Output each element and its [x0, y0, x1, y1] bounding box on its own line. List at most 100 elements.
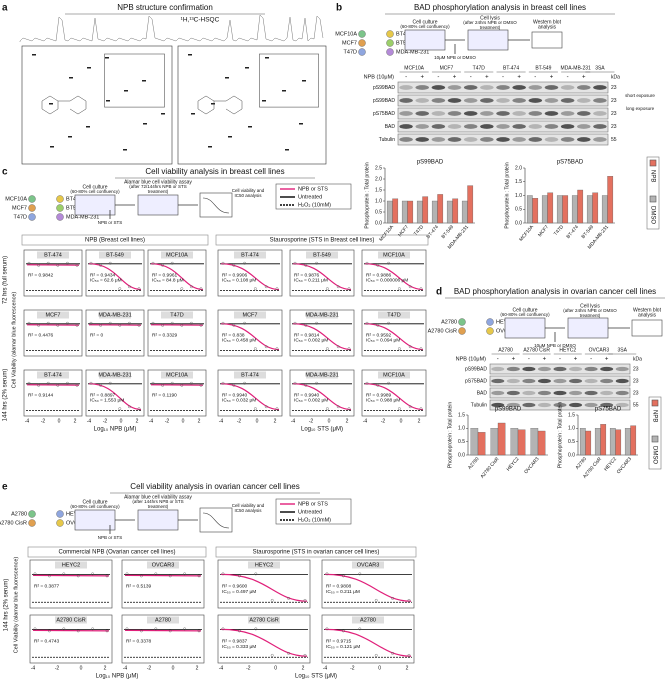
section-box	[21, 234, 209, 246]
bar	[446, 200, 453, 224]
replicate-point	[48, 629, 51, 633]
replicate-point	[336, 345, 340, 349]
label: IC50 analysis	[234, 508, 262, 513]
sign: -	[534, 75, 536, 81]
graph-icon	[199, 192, 233, 218]
replicate-point	[37, 383, 40, 387]
replicate-point	[407, 598, 411, 602]
blot-label: Tubulin	[471, 402, 487, 408]
bar	[467, 185, 474, 224]
replicate-point	[341, 574, 345, 578]
label: (60-80% cell confluency)	[400, 24, 450, 29]
band	[431, 137, 446, 142]
section-box	[215, 546, 417, 558]
band	[480, 111, 494, 116]
band	[431, 111, 446, 116]
replicate-point	[46, 321, 50, 325]
legend-swatch	[651, 435, 659, 443]
replicate-point	[387, 261, 390, 265]
cross-peak	[106, 100, 110, 102]
replicate-point	[168, 574, 172, 578]
band	[480, 124, 494, 129]
label: treatment)	[148, 504, 169, 509]
cross-peak	[191, 113, 195, 115]
bar	[615, 429, 622, 456]
x-tick-label: -2	[381, 418, 386, 424]
x-tick-label: A2780	[467, 456, 481, 471]
cell-line: MCF10A	[5, 196, 27, 202]
bar	[517, 429, 526, 456]
x-tick-label: HEYC2	[603, 456, 618, 472]
blot	[397, 94, 609, 107]
band	[569, 378, 583, 384]
label: treatment)	[148, 189, 169, 194]
band	[576, 98, 591, 103]
replicate-point	[325, 347, 329, 351]
replicate-point	[275, 407, 279, 411]
r-squared: R² = 0.9814	[294, 333, 320, 339]
plot-title: MCF10A	[166, 252, 188, 258]
replicate-point	[161, 263, 165, 267]
ic50: IC₅₀ = 1.553 μM	[90, 398, 124, 404]
band	[522, 378, 536, 384]
r-squared: R² = 0.9876	[294, 273, 320, 279]
ic50: IC₅₀ = 0.333 μM	[222, 644, 256, 650]
graph-curve	[202, 512, 230, 529]
replicate-point	[304, 323, 308, 327]
blot	[397, 120, 609, 133]
lane-label: MDA-MB-231	[561, 65, 592, 71]
band	[553, 402, 567, 408]
replicate-point	[408, 405, 412, 409]
bar	[609, 428, 616, 456]
cell-line: A2780	[441, 319, 457, 325]
label: Western blot	[633, 307, 662, 313]
replicate-point	[168, 629, 172, 633]
plot-title: A2780 CisR	[56, 617, 85, 623]
replicate-point	[325, 287, 329, 291]
replicate-point	[293, 261, 297, 265]
replicate-point	[91, 627, 95, 631]
replicate-point	[105, 574, 109, 578]
band	[522, 402, 536, 408]
band	[615, 378, 629, 384]
blot-label: pS99BAD	[465, 366, 487, 372]
bar	[452, 198, 459, 224]
x-tick-label: 0	[378, 665, 381, 671]
r-squared: R² = 0.4743	[34, 639, 60, 645]
plot-title: T47D	[387, 312, 400, 318]
band	[480, 85, 494, 90]
replicate-point	[243, 261, 247, 265]
replicate-point	[315, 321, 318, 325]
replicate-point	[408, 285, 412, 289]
x-axis-label: Log₁₀ STS (μM)	[295, 674, 337, 680]
band	[576, 137, 591, 142]
y-tick-label: 1.5	[375, 187, 382, 193]
fit-curve	[292, 323, 352, 351]
replicate-point	[397, 347, 401, 351]
ic50: IC₅₀ = 0.094 μM	[366, 338, 400, 344]
plot-title-bg	[37, 371, 69, 379]
band	[600, 378, 614, 384]
legend-label: NPB	[651, 410, 657, 422]
npb-label: NPB (10μM)	[364, 74, 395, 80]
plot-title-bg	[161, 371, 193, 379]
x-tick-label: OVCAR3	[616, 456, 633, 475]
plot-title: MCF7	[243, 312, 258, 318]
cross-peak	[32, 54, 36, 56]
x-tick-label: -4	[219, 665, 224, 671]
plot-title-bg	[55, 561, 87, 569]
band	[399, 137, 413, 142]
r-squared: R² = 0.9592	[366, 333, 392, 339]
sign: +	[485, 75, 489, 81]
fit-curve	[220, 573, 308, 602]
cell-icon	[386, 39, 394, 47]
replicate-point	[105, 629, 109, 633]
band	[431, 124, 446, 129]
plot-title: MDA-MB-231	[98, 372, 131, 378]
plot-title-bg	[99, 311, 131, 319]
r-squared: R² = 0.9837	[222, 639, 248, 645]
cell-icon	[386, 30, 394, 38]
x-tick-label: BT-549	[580, 224, 595, 240]
band	[496, 124, 510, 129]
y-tick-label: 0.0	[515, 220, 522, 226]
